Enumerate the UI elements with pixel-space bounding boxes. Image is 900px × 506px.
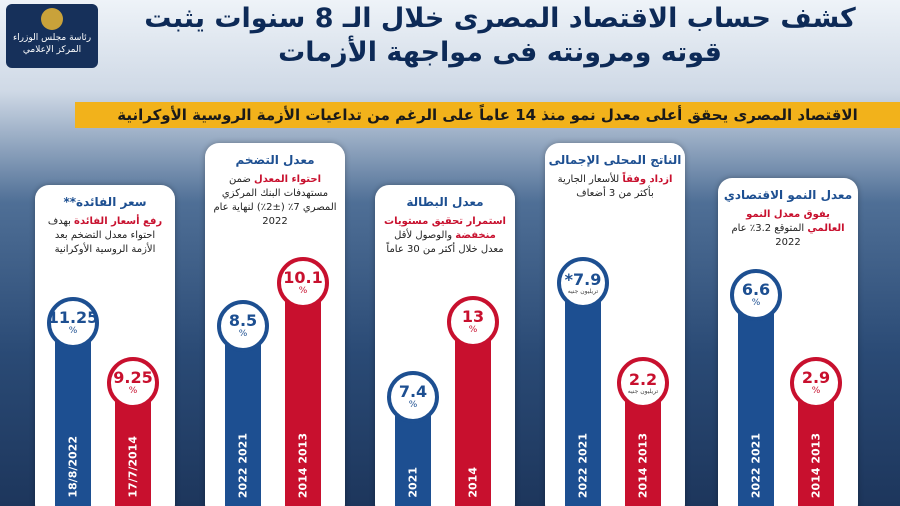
- card-title: معدل النمو الاقتصادي: [723, 188, 853, 202]
- pillar: 9.25% 17/7/2014: [107, 357, 159, 506]
- logo-text: رئاسة مجلس الوزراء: [12, 33, 92, 43]
- highlight: ازداد وفقاً: [622, 174, 673, 185]
- value-bubble: *7.9 تريليون جنيه: [557, 257, 609, 309]
- emblem: [41, 8, 63, 30]
- period: 2013 2014: [636, 432, 650, 498]
- pillar: 11.25% 18/8/2022: [47, 297, 99, 506]
- pillar: *7.9 تريليون جنيه 2021 2022: [557, 257, 609, 506]
- card: معدل النمو الاقتصادي يفوق معدل النمو العا…: [718, 178, 858, 506]
- value: 9.25: [113, 368, 153, 387]
- value: 11.25: [47, 308, 99, 327]
- value-bubble: 10.1%: [277, 257, 329, 309]
- period: 18/8/2022: [66, 436, 80, 498]
- unit: %: [68, 326, 78, 336]
- period: 2021 2022: [576, 432, 590, 498]
- logo: رئاسة مجلس الوزراء المركز الإعلامي: [6, 4, 98, 68]
- pillar: 10.1% 2013 2014: [277, 257, 329, 506]
- highlight: يفوق معدل النمو العالمي: [746, 209, 845, 234]
- description: والوصول لأقل معدل خلال أكثر من 30 عاماً: [386, 230, 504, 255]
- card: معدل التضخم احتواء المعدل ضمن مستهدفات ال…: [205, 143, 345, 506]
- title: كشف حساب الاقتصاد المصرى خلال الـ 8 سنوا…: [144, 3, 856, 68]
- value-bubble: 6.6%: [730, 269, 782, 321]
- value: 7.4: [398, 382, 428, 401]
- pillar: 7.4% 2021: [387, 371, 439, 506]
- value: *7.9: [564, 269, 602, 289]
- period: 2014: [466, 467, 480, 498]
- period: 17/7/2014: [126, 436, 140, 498]
- card-title: سعر الفائدة**: [63, 195, 147, 209]
- pillar: 8.5% 2021 2022: [217, 300, 269, 506]
- pillar: 13% 2014: [447, 296, 499, 506]
- card: معدل البطالة استمرار تحقيق مستويات منخفضة…: [375, 185, 515, 506]
- period: 2013 2014: [809, 432, 823, 498]
- value-bubble: 13%: [447, 296, 499, 348]
- value-bubble: 2.9%: [790, 357, 842, 409]
- period: 2013 2014: [296, 432, 310, 498]
- period: 2021 2022: [749, 432, 763, 498]
- unit: %: [408, 400, 418, 410]
- value: 2.2: [628, 369, 658, 389]
- unit: %: [128, 386, 138, 396]
- card-description: يفوق معدل النمو العالمي المتوقع 3.2٪ عام…: [718, 202, 858, 250]
- description: المتوقع 3.2٪ عام 2022: [731, 223, 805, 248]
- description: للأسعار الجارية بأكثر من 3 أضعاف: [557, 174, 654, 199]
- value-bubble: 11.25%: [47, 297, 99, 349]
- unit: %: [238, 329, 248, 339]
- value: 2.9: [801, 368, 831, 387]
- unit: %: [811, 386, 821, 396]
- value: 6.6: [741, 280, 771, 299]
- logo-text: المركز الإعلامي: [22, 45, 82, 55]
- highlight: احتواء المعدل: [254, 174, 322, 185]
- card-title: الناتج المحلى الإجمالى: [548, 153, 682, 167]
- card-description: احتواء المعدل ضمن مستهدفات البنك المركزي…: [205, 167, 345, 229]
- card-title: معدل البطالة: [406, 195, 484, 209]
- pillar: 6.6% 2021 2022: [730, 269, 782, 506]
- card-description: ازداد وفقاً للأسعار الجارية بأكثر من 3 أ…: [545, 167, 685, 201]
- highlight: استمرار تحقيق مستويات منخفضة: [384, 216, 506, 241]
- card: سعر الفائدة** رفع أسعار الفائدة بهدف احتو…: [35, 185, 175, 506]
- description: ضمن مستهدفات البنك المركزي المصري 7٪ (±2…: [213, 174, 337, 227]
- pillar: 2.9% 2013 2014: [790, 357, 842, 506]
- card: الناتج المحلى الإجمالى ازداد وفقاً للأسعا…: [545, 143, 685, 506]
- unit: %: [468, 325, 478, 335]
- value: 10.1: [283, 268, 323, 287]
- note: تريليون جنيه: [567, 287, 599, 295]
- period: 2021: [406, 467, 420, 498]
- value-bubble: 8.5%: [217, 300, 269, 352]
- value-bubble: 7.4%: [387, 371, 439, 423]
- period: 2021 2022: [236, 432, 250, 498]
- card-title: معدل التضخم: [235, 153, 315, 167]
- description: بهدف احتواء معدل التضخم بعد الأزمة الروس…: [47, 216, 156, 255]
- highlight: رفع أسعار الفائدة: [74, 216, 163, 227]
- unit: %: [298, 286, 308, 296]
- value-bubble: 2.2 تريليون جنيه: [617, 357, 669, 409]
- value: 13: [461, 307, 485, 326]
- value: 8.5: [228, 311, 258, 330]
- unit: %: [751, 298, 761, 308]
- value-bubble: 9.25%: [107, 357, 159, 409]
- card-description: رفع أسعار الفائدة بهدف احتواء معدل التضخ…: [35, 209, 175, 257]
- pillar: 2.2 تريليون جنيه 2013 2014: [617, 357, 669, 506]
- card-description: استمرار تحقيق مستويات منخفضة والوصول لأق…: [375, 209, 515, 257]
- subtitle: الاقتصاد المصرى يحقق أعلى معدل نمو منذ 1…: [75, 102, 900, 128]
- note: تريليون جنيه: [627, 387, 659, 395]
